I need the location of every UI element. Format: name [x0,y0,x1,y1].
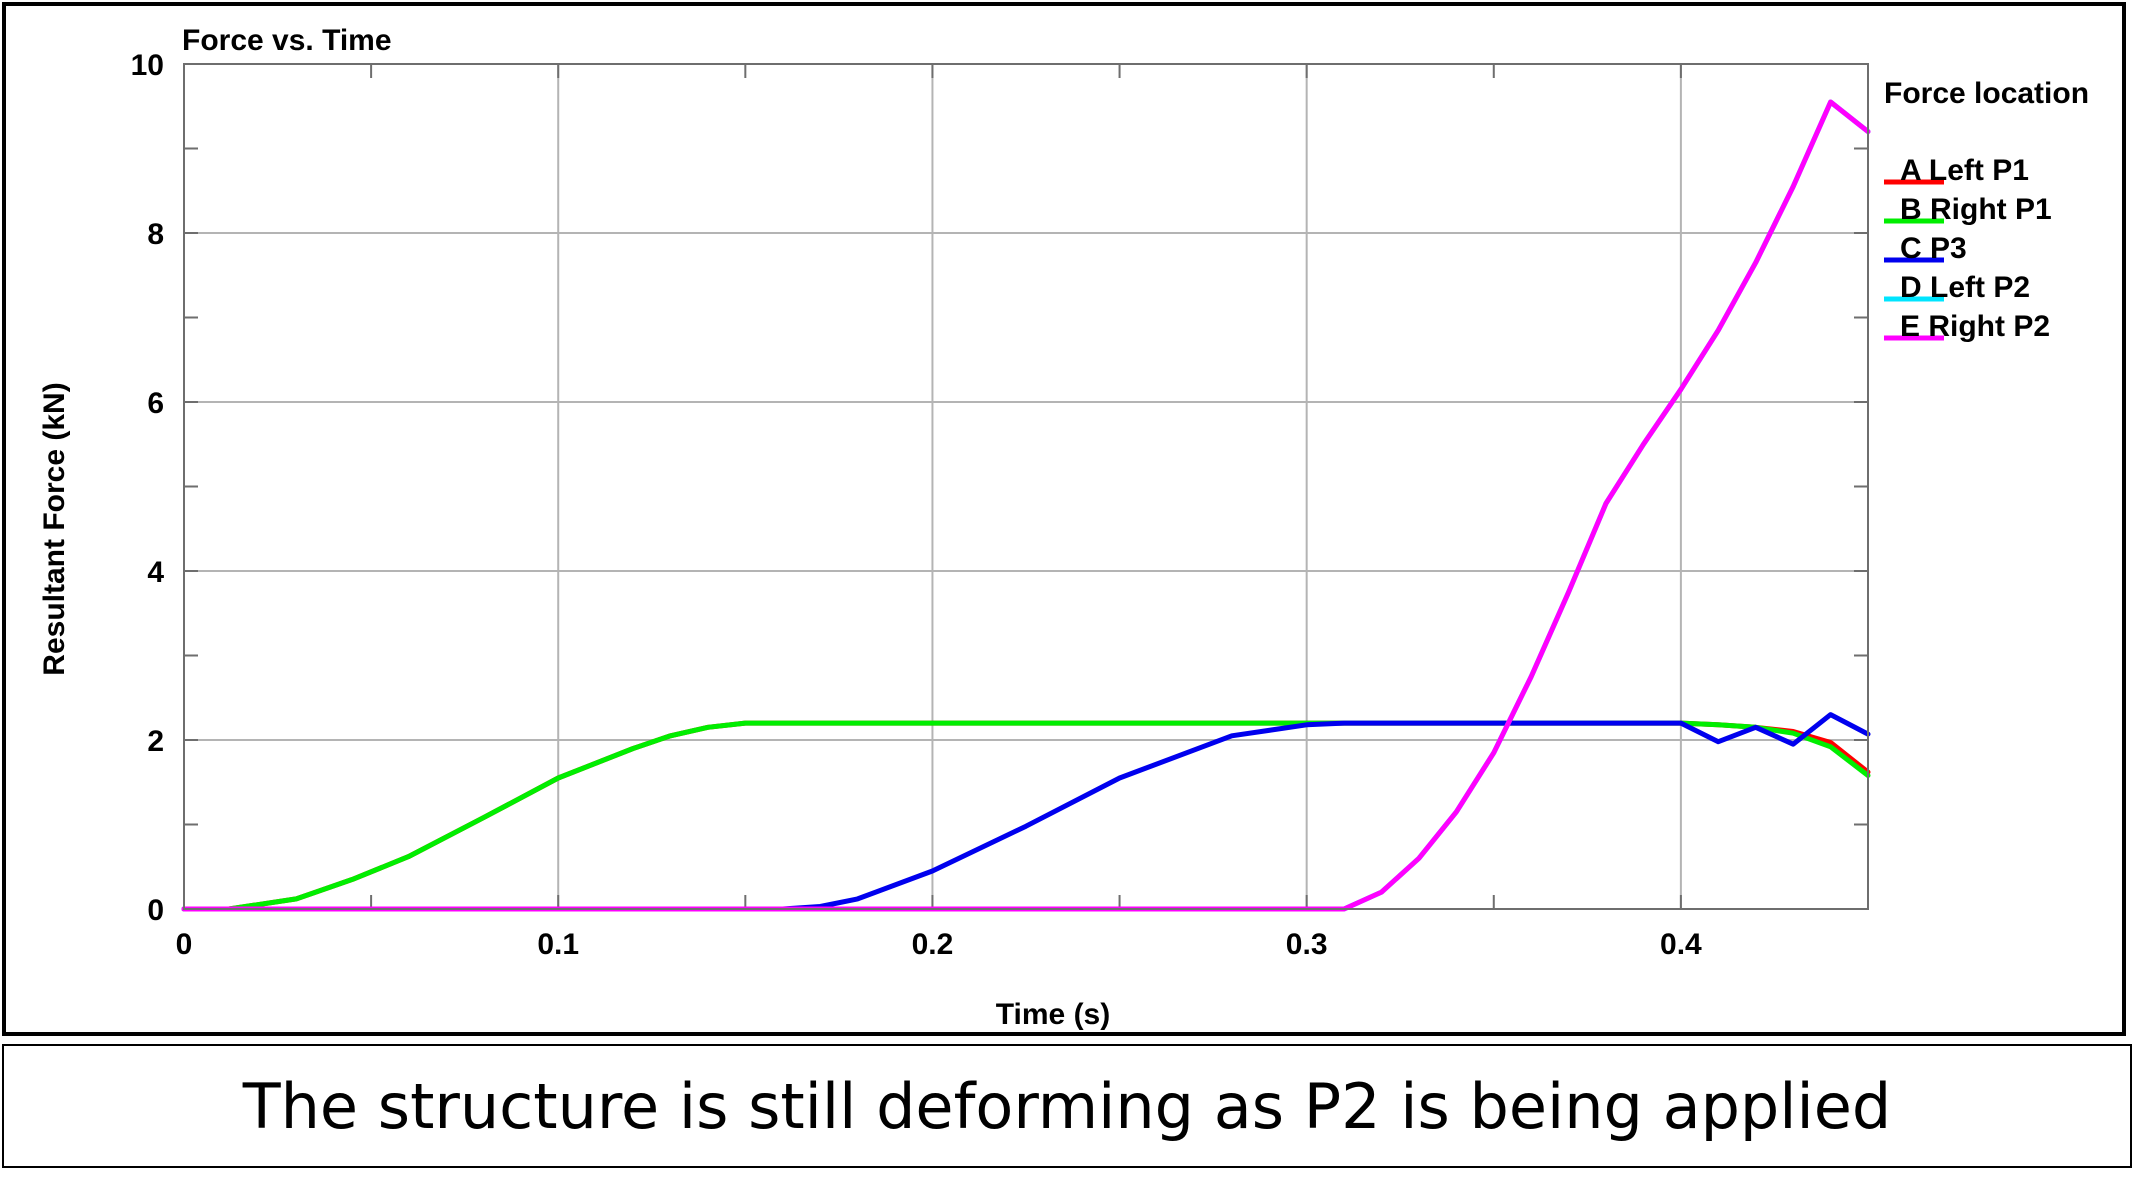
caption: The structure is still deforming as P2 i… [242,1069,1892,1143]
y-tick-label: 4 [147,556,164,589]
x-tick-label: 0.4 [1660,928,1702,961]
chart-frame: 0 0.1 0.2 0.3 0.4 0 2 4 6 8 10 Force vs. Time Tim… [2,2,2126,1036]
y-tick-label: 2 [147,725,164,758]
legend-label: D Left P2 [1900,271,2030,304]
legend-label: E Right P2 [1900,310,2050,343]
x-tick-label: 0.2 [912,928,954,961]
x-tick-label: 0.3 [1286,928,1328,961]
legend-title: Force location [1884,77,2089,110]
y-tick-label: 6 [147,387,164,420]
chart-title: Force vs. Time [182,24,392,57]
force-time-chart: 0 0.1 0.2 0.3 0.4 0 2 4 6 8 10 Force vs. Time Tim… [38,24,2089,1031]
legend-label: C P3 [1900,232,1967,265]
series-line-e [181,99,1871,912]
series-lines [181,99,1871,912]
x-tick-label: 0.1 [537,928,579,961]
caption-box: The structure is still deforming as P2 i… [2,1044,2132,1168]
grid-lines [184,64,1868,909]
x-axis-title: Time (s) [996,998,1110,1031]
plot-area-background [184,64,1868,909]
plot-area-border [183,63,1869,910]
series-line-c [181,712,1871,912]
y-axis-title: Resultant Force (kN) [38,382,71,675]
y-tick-labels: 0 2 4 6 8 10 [131,49,165,927]
x-tick-labels: 0 0.1 0.2 0.3 0.4 [176,928,1702,961]
legend-label: B Right P1 [1900,193,2052,226]
y-tick-label: 8 [147,218,164,251]
x-tick-label: 0 [176,928,193,961]
legend-label: A Left P1 [1900,154,2029,187]
y-tick-label: 0 [147,894,164,927]
y-tick-label: 10 [131,49,164,82]
legend: A Left P1 B Right P1 C P3 D Left P2 E Right … [1884,154,2052,343]
